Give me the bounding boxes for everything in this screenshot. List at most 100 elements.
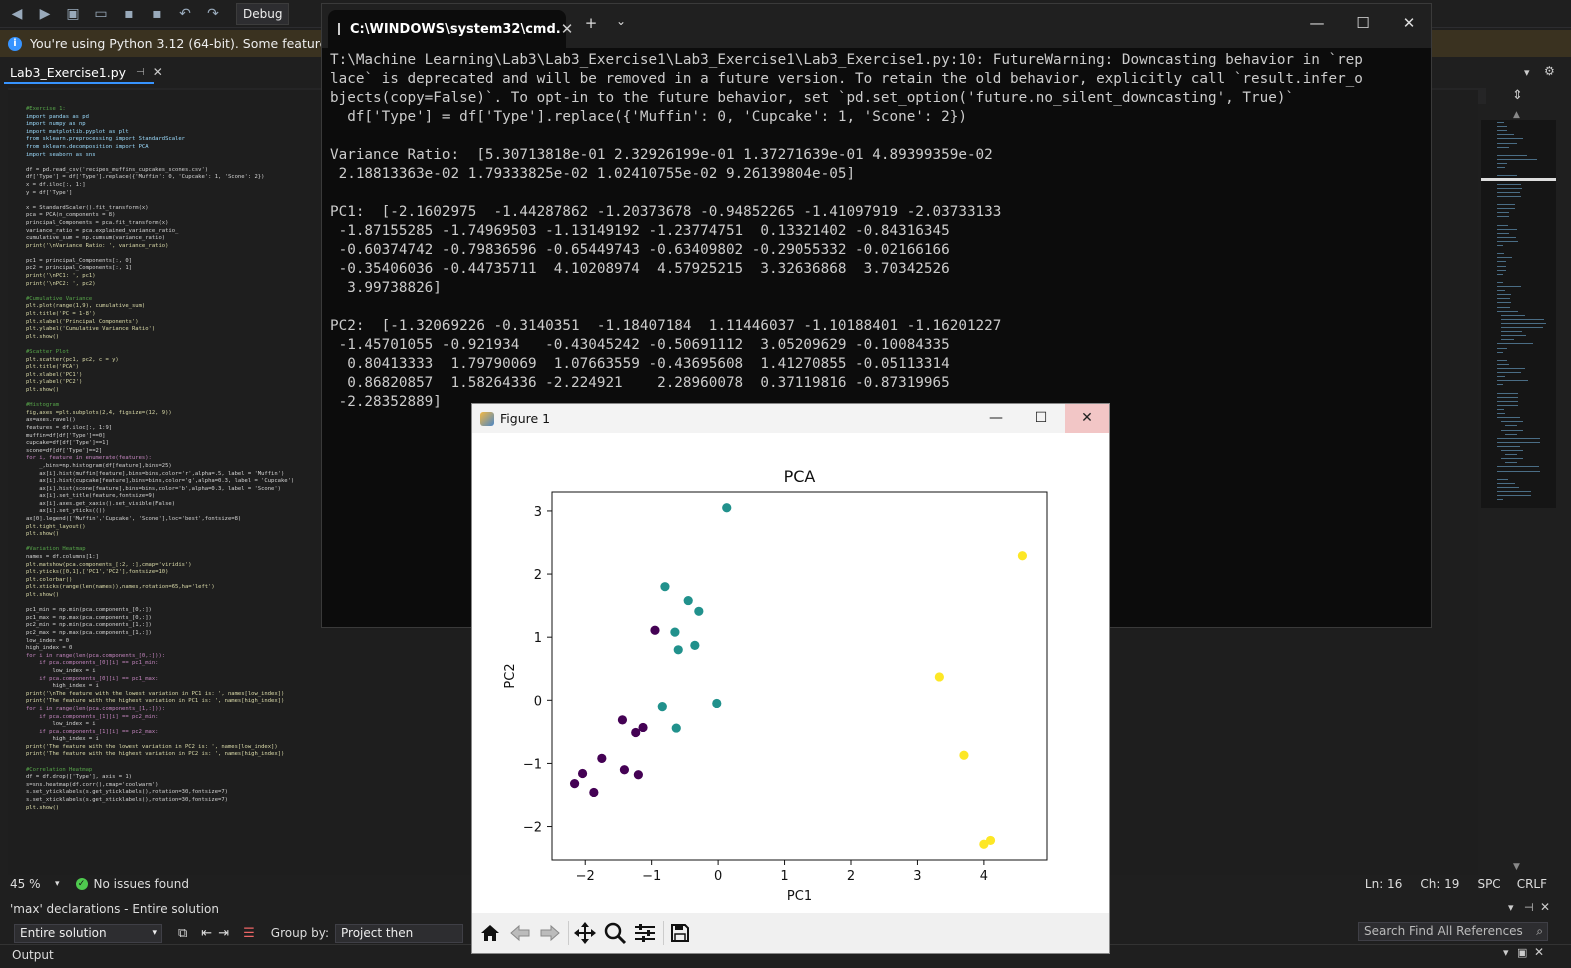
code-line[interactable]: #Scatter Plot [26, 349, 70, 355]
pan-icon[interactable] [571, 919, 599, 947]
code-line[interactable]: ax=axes.ravel() [26, 417, 76, 424]
scroll-up-icon[interactable]: ▲ [1513, 110, 1520, 120]
group-by-dropdown[interactable]: Project then Definition [335, 923, 464, 943]
save-icon[interactable] [666, 919, 694, 947]
code-line[interactable]: plt.show() [26, 592, 60, 598]
redo-icon[interactable]: ↷ [207, 5, 219, 22]
save-icon[interactable]: ▪ [124, 5, 134, 22]
code-line[interactable]: for i in range(len(pca.components_[0,:])… [26, 652, 166, 659]
code-line[interactable]: _,bins=np.histogram(df[feature],bins=25) [26, 462, 172, 469]
settings-gear-icon[interactable]: ⚙ [1544, 64, 1555, 78]
pin-icon[interactable]: ⊣ [136, 66, 145, 78]
document-tab[interactable]: Lab3_Exercise1.py ⊣ ✕ [4, 62, 163, 84]
configure-icon[interactable] [631, 919, 659, 947]
code-line[interactable]: muffin=df[df['Type']==0] [26, 432, 106, 439]
code-line[interactable]: high_index = 0 [26, 645, 73, 652]
code-line[interactable]: print('\nPC1: ', pc1) [26, 273, 96, 280]
minimap-viewport-indicator[interactable] [1481, 178, 1556, 181]
close-tab-icon[interactable]: ✕ [152, 65, 163, 79]
code-line[interactable]: high_index = i [26, 683, 99, 690]
output-menu-icon[interactable]: ▾ [1503, 946, 1509, 959]
code-line[interactable]: ax[0].legend(['Muffin','Cupcake', 'Scone… [26, 516, 242, 523]
code-line[interactable]: print('The feature with the lowest varia… [26, 743, 278, 750]
code-line[interactable]: #Histogram [26, 402, 60, 409]
code-line[interactable]: from sklearn.preprocessing import Standa… [26, 136, 185, 143]
scope-dropdown[interactable]: Entire solution ▾ [14, 923, 162, 943]
code-line[interactable]: df = df.drop(['Type'], axis = 1) [26, 774, 132, 781]
code-line[interactable]: plt.plot(range(1,9), cumulative_sum) [26, 303, 146, 310]
code-line[interactable]: #Variation Heatmap [26, 546, 86, 553]
whitespace-mode[interactable]: SPC [1477, 876, 1501, 891]
code-line[interactable]: plt.show() [26, 531, 60, 538]
code-line[interactable]: plt.xticks(range(len(names)),names,rotat… [26, 584, 215, 591]
code-line[interactable]: s.set_xticklabels(s.get_xticklabels(),ro… [26, 797, 228, 804]
code-line[interactable]: plt.title('PC = 1-8') [26, 311, 96, 318]
close-icon[interactable]: ✕ [1065, 404, 1109, 433]
code-line[interactable] [26, 288, 326, 296]
code-line[interactable]: plt.colorbar() [26, 576, 73, 583]
code-line[interactable]: df['Type'] = df['Type'].replace({'Muffin… [26, 174, 265, 181]
terminal-output[interactable]: T:\Machine Learning\Lab3\Lab3_Exercise1\… [330, 51, 1425, 471]
new-project-icon[interactable]: ▣ [66, 5, 80, 22]
zoom-level[interactable]: 45 % [10, 876, 41, 891]
code-line[interactable]: plt.matshow(pca.components_[:2, :],cmap=… [26, 561, 192, 568]
panel-pin-icon[interactable]: ⊣ [1524, 901, 1534, 914]
code-line[interactable]: ax[i].set_title(feature,fontsize=9) [26, 493, 156, 500]
code-line[interactable]: names = df.columns[1:] [26, 554, 99, 561]
code-line[interactable]: ax[i].hist(cupcake[feature],bins=bins,co… [26, 478, 295, 485]
code-line[interactable]: ax[i].set_yticks(()) [26, 508, 106, 515]
panel-close-icon[interactable]: ✕ [1540, 900, 1551, 914]
close-tab-icon[interactable]: ✕ [560, 20, 574, 38]
matplotlib-figure-window[interactable]: Figure 1 — ☐ ✕ PCA −2 −1 0 1 2 3 4 −2 −1 0 1 2 3 PC1 PC… [471, 403, 1110, 954]
zoom-dropdown-icon[interactable]: ▾ [55, 878, 60, 889]
code-line[interactable]: ax[i].hist(muffin[feature],bins=bins,col… [26, 470, 285, 477]
code-line[interactable]: x = StandardScaler().fit_transform(x) [26, 204, 149, 211]
code-line[interactable]: import numpy as np [26, 121, 86, 128]
code-line[interactable]: pc2 = principal_Components[:, 1] [26, 265, 132, 272]
code-line[interactable] [26, 759, 326, 767]
undo-icon[interactable]: ↶ [179, 5, 191, 22]
code-line[interactable]: ax[i].axes.get_xaxis().set_visible(False… [26, 500, 176, 507]
code-line[interactable]: if pca.components_[1][i] == pc2_max: [26, 728, 159, 735]
code-line[interactable]: cupcake=df[df['Type']==1] [26, 440, 109, 447]
code-line[interactable]: s=sns.heatmap(df.corr(),cmap='coolwarm') [26, 781, 159, 788]
code-line[interactable]: plt.xlabel('Principal Components') [26, 318, 139, 325]
tab-dropdown-icon[interactable]: ⌄ [615, 14, 627, 28]
code-text[interactable]: #Exercise 1: import pandas as pd import nu… [26, 106, 326, 821]
code-line[interactable]: plt.show() [26, 333, 60, 340]
back-icon[interactable] [506, 919, 534, 947]
code-line[interactable]: for i, feature in enumerate(features): [26, 455, 152, 462]
code-line[interactable]: pca = PCA(n_components = 8) [26, 212, 116, 219]
terminal-tab[interactable]: C:\WINDOWS\system32\cmd. ✕ [328, 10, 573, 48]
code-line[interactable]: print('The feature with the highest vari… [26, 751, 285, 758]
code-line[interactable]: plt.show() [26, 804, 60, 811]
code-line[interactable]: low_index = i [26, 721, 96, 728]
forward-icon[interactable]: ▶ [39, 5, 51, 22]
code-line[interactable]: plt.yticks([0,1],['PC1','PC2'],fontsize=… [26, 569, 169, 576]
code-line[interactable]: for i in range(len(pca.components_[1,:])… [26, 705, 166, 712]
zoom-icon[interactable] [601, 919, 629, 947]
code-line[interactable]: ax[i].hist(scone[feature],bins=bins,colo… [26, 485, 281, 492]
output-close-icon[interactable]: ✕ [1534, 945, 1545, 959]
code-line[interactable]: features = df.iloc[:, 1:9] [26, 424, 113, 431]
output-maximize-icon[interactable]: ▣ [1517, 946, 1528, 959]
code-line[interactable]: pc1_min = np.min(pca.components_[0,:]) [26, 607, 152, 614]
minimize-icon[interactable]: — [1309, 14, 1325, 32]
code-line[interactable]: if pca.components_[0][i] == pc1_max: [26, 675, 159, 682]
home-icon[interactable] [476, 919, 504, 947]
back-icon[interactable]: ◀ [11, 5, 23, 22]
code-line[interactable]: pc2_min = np.min(pca.components_[1,:]) [26, 622, 152, 629]
collapse-icon[interactable]: ⇤ [201, 925, 213, 941]
code-line[interactable]: high_index = i [26, 736, 99, 743]
search-references-input[interactable]: Search Find All References ⌕ [1358, 922, 1548, 941]
code-line[interactable]: fig,axes =plt.subplots(2,4, figsize=(12,… [26, 409, 172, 416]
maximize-icon[interactable]: ☐ [1356, 14, 1370, 32]
code-line[interactable]: plt.ylabel('Cumulative Variance Ratio') [26, 326, 156, 333]
code-line[interactable] [26, 600, 326, 608]
code-line[interactable]: low_index = i [26, 667, 96, 674]
code-line[interactable]: #Correlation Heatmap [26, 766, 93, 773]
code-line[interactable]: plt.scatter(pc1, pc2, c = y) [26, 356, 119, 363]
line-ending[interactable]: CRLF [1516, 876, 1547, 891]
panel-menu-icon[interactable]: ▾ [1508, 901, 1514, 914]
solution-config-dropdown[interactable]: Debug [236, 2, 290, 25]
